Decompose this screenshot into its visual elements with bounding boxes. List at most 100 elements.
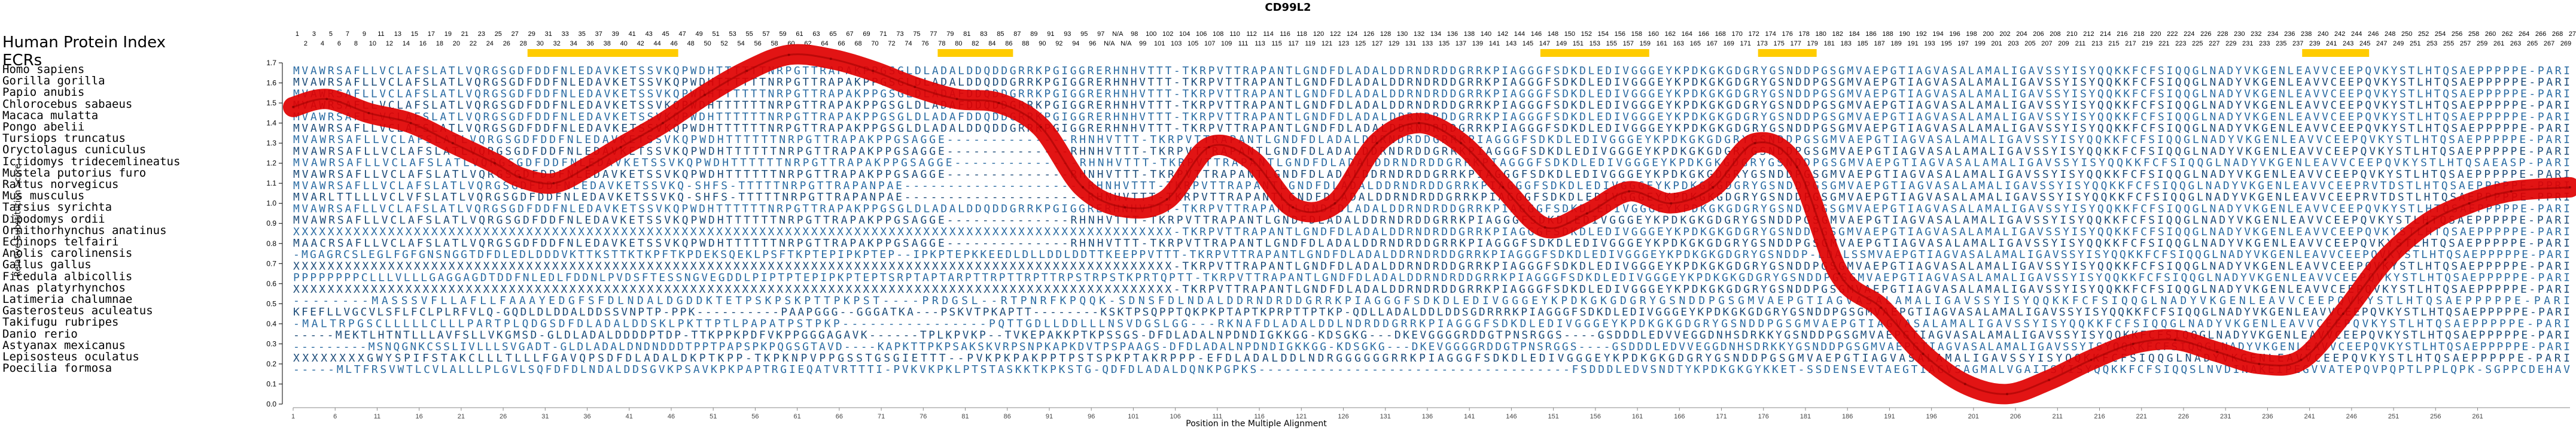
protein-index-label: 178 xyxy=(1798,31,1809,38)
species-name: Poecilia formosa xyxy=(2,362,112,375)
protein-index-label: 84 xyxy=(988,40,995,47)
protein-index-label: 111 xyxy=(1238,40,1249,47)
protein-index-label: 172 xyxy=(1749,31,1759,38)
score-point xyxy=(2216,350,2219,353)
protein-index-label: 88 xyxy=(1022,40,1029,47)
protein-index-label: 124 xyxy=(1347,31,1357,38)
protein-index-label: 97 xyxy=(1097,31,1104,38)
x-tick-label: 1 xyxy=(291,413,295,420)
x-tick-label: 111 xyxy=(1213,413,1223,420)
species-name: Dipodomys ordii xyxy=(2,212,105,226)
protein-index-label: 86 xyxy=(1005,40,1012,47)
ecr-segment xyxy=(1540,49,1649,57)
x-tick-label: 86 xyxy=(1004,413,1011,420)
protein-index-label: 75 xyxy=(913,31,920,38)
protein-index-label: 228 xyxy=(2217,31,2228,38)
protein-index-label: 29 xyxy=(528,31,535,38)
protein-index-label: 74 xyxy=(905,40,912,47)
protein-index-label: 130 xyxy=(1397,31,1408,38)
score-point xyxy=(1585,212,1588,215)
protein-index-label: 100 xyxy=(1146,31,1156,38)
protein-index-label: 32 xyxy=(553,40,561,47)
protein-index-label: 194 xyxy=(1932,31,1943,38)
protein-index-label: 48 xyxy=(687,40,695,47)
protein-index-label: 66 xyxy=(838,40,845,47)
protein-index-label: 27 xyxy=(511,31,519,38)
protein-index-label: 126 xyxy=(1363,31,1374,38)
x-axis-label: Position in the Multiple Alignment xyxy=(1186,419,1327,429)
protein-index-label: 51 xyxy=(712,31,720,38)
protein-index-label: 10 xyxy=(369,40,376,47)
protein-index-label: 3 xyxy=(312,31,316,38)
sequence-row: XXXXXXXXXXXXXXXXXXXXXXXXXXXXXXXXXXXXXXXX… xyxy=(293,283,2570,296)
protein-index-label: 209 xyxy=(2058,40,2069,47)
species-name: Tarsius syrichta xyxy=(2,201,112,214)
score-point xyxy=(409,122,412,125)
ecr-segment xyxy=(2302,49,2370,57)
protein-index-label: 144 xyxy=(1514,31,1525,38)
protein-index-label: 216 xyxy=(2117,31,2127,38)
protein-index-label: 68 xyxy=(854,40,861,47)
protein-index-label: 222 xyxy=(2167,31,2178,38)
protein-index-label: 93 xyxy=(1064,31,1071,38)
protein-index-label: 179 xyxy=(1807,40,1817,47)
sequence-row: MVAWRSAFLLVCLAFSLATLVQRGSGDFDDFNLEDAVKET… xyxy=(293,168,2570,181)
score-point xyxy=(2468,202,2471,205)
species-name-list: Homo sapiens Gorilla gorilla Papio anubis C… xyxy=(2,63,180,375)
protein-index-label: 15 xyxy=(411,31,418,38)
protein-index-label: 267 xyxy=(2544,40,2554,47)
protein-index-label: 1 xyxy=(296,31,299,38)
x-tick-label: 246 xyxy=(2346,413,2357,420)
protein-index-label: 2 xyxy=(304,40,307,47)
protein-index-label: 6 xyxy=(337,40,341,47)
protein-index-label: 136 xyxy=(1447,31,1458,38)
sequence-row: ---------MSNQGNKCSSLIVLLLSVGADT-GLDLADAL… xyxy=(293,341,2570,353)
y-tick-label: 0.8 xyxy=(266,239,276,248)
protein-index-label: 113 xyxy=(1254,40,1265,47)
protein-index-label: 19 xyxy=(444,31,452,38)
score-point xyxy=(1712,186,1715,189)
species-name: Mus musculus xyxy=(2,189,85,203)
protein-index-label: 229 xyxy=(2225,40,2236,47)
protein-index-label: 176 xyxy=(1782,31,1793,38)
protein-index-label: 230 xyxy=(2234,31,2245,38)
protein-index-label: 151 xyxy=(1573,40,1584,47)
protein-index-label: 120 xyxy=(1313,31,1324,38)
protein-index-label: 69 xyxy=(863,31,870,38)
protein-index-label: 268 xyxy=(2552,31,2563,38)
protein-index-label: 212 xyxy=(2083,31,2094,38)
species-name: Mustela putorius furo xyxy=(2,166,147,180)
score-point xyxy=(1039,126,1042,129)
x-tick-label: 96 xyxy=(1088,413,1095,420)
protein-index-label: 132 xyxy=(1414,31,1424,38)
y-tick-label: 1.1 xyxy=(266,179,276,187)
species-name: Tursiops truncatus xyxy=(2,132,126,145)
protein-index-label: 150 xyxy=(1564,31,1575,38)
protein-index-label: 258 xyxy=(2468,31,2479,38)
protein-index-label: 140 xyxy=(1481,31,1491,38)
protein-index-label: 165 xyxy=(1690,40,1701,47)
sequence-row: -MGAGRCSLEGLFGFGNSNGGTDFDLEDLDDDVKTTKSTT… xyxy=(293,248,2570,261)
protein-index-label: 63 xyxy=(812,31,820,38)
score-point xyxy=(2258,362,2261,365)
protein-index-label: 246 xyxy=(2368,31,2379,38)
score-point xyxy=(2173,338,2176,341)
protein-index-label: 23 xyxy=(478,31,485,38)
human-protein-index-layer: 1 3 5 7 9 11 13 15 17 19 21 23 25 27 29 31 33 35 37 39 41 43 4… xyxy=(296,31,2576,47)
protein-index-label: 45 xyxy=(662,31,669,38)
protein-index-label: 42 xyxy=(637,40,644,47)
protein-index-label: 5 xyxy=(329,31,333,38)
protein-index-label: 235 xyxy=(2276,40,2286,47)
sequence-row: MVAWRSAFLLVCLAFSLATLVQRGSGDFDDFNLEDAVKET… xyxy=(293,99,2570,112)
protein-index-label: 98 xyxy=(1131,31,1138,38)
sequence-row: --------MASSSVFLLAFLLFAAAYEDGFSFDLNDALDG… xyxy=(293,295,2570,307)
protein-index-label: 59 xyxy=(779,31,786,38)
protein-index-label: 188 xyxy=(1882,31,1893,38)
score-point xyxy=(914,86,916,89)
protein-index-label: N/A xyxy=(1112,31,1123,38)
protein-index-label: 198 xyxy=(1966,31,1977,38)
protein-index-label: 52 xyxy=(720,40,727,47)
y-tick-label: 0.4 xyxy=(266,320,276,328)
protein-index-label: 18 xyxy=(436,40,443,47)
protein-index-label: 64 xyxy=(821,40,828,47)
